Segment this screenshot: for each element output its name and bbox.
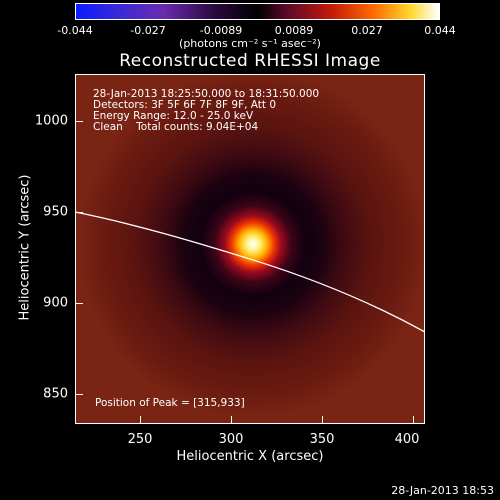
x-tick-mark [231,416,232,424]
colorbar-tick: 0.027 [351,24,383,37]
y-axis-label: Heliocentric Y (arcsec) [17,174,33,321]
image-background [75,74,425,424]
x-tick-mark [140,416,141,424]
x-tick-mark [413,416,414,424]
x-tick-label: 250 [127,432,153,447]
info-clean-counts: Clean Total counts: 9.04E+04 [93,121,259,133]
x-tick-label: 350 [309,432,335,447]
y-tick-label: 850 [43,386,68,402]
y-tick-label: 900 [43,295,68,311]
colorbar-units: (photons cm⁻² s⁻¹ asec⁻²) [179,37,321,50]
y-tick-mark [75,121,83,122]
x-axis-label: Heliocentric X (arcsec) [176,449,324,464]
timestamp: 28-Jan-2013 18:53 [391,484,494,497]
solar-limb-line [75,211,425,333]
colorbar-tick: -0.027 [130,24,166,37]
info-detectors: Detectors: 3F 5F 6F 7F 8F 9F, Att 0 [93,99,277,111]
colorbar-tick: -0.0089 [199,24,243,37]
colorbar [75,3,440,20]
peak-position: Position of Peak = [315,933] [95,397,245,409]
colorbar-tick: 0.0089 [274,24,314,37]
y-tick-label: 1000 [34,113,68,129]
colorbar-tick: 0.044 [424,24,456,37]
x-tick-mark [322,416,323,424]
y-tick-mark [75,394,83,395]
x-tick-label: 300 [218,432,244,447]
y-tick-mark [75,212,83,213]
image-svg [75,74,425,424]
y-tick-label: 950 [43,204,68,220]
rhessi-image [75,74,425,424]
info-time-range: 28-Jan-2013 18:25:50.000 to 18:31:50.000 [93,88,320,100]
x-tick-label: 400 [394,432,420,447]
info-energy-range: Energy Range: 12.0 - 25.0 keV [93,110,254,122]
colorbar-tick: -0.044 [57,24,93,37]
page-title: Reconstructed RHESSI Image [119,51,381,71]
y-tick-mark [75,303,83,304]
